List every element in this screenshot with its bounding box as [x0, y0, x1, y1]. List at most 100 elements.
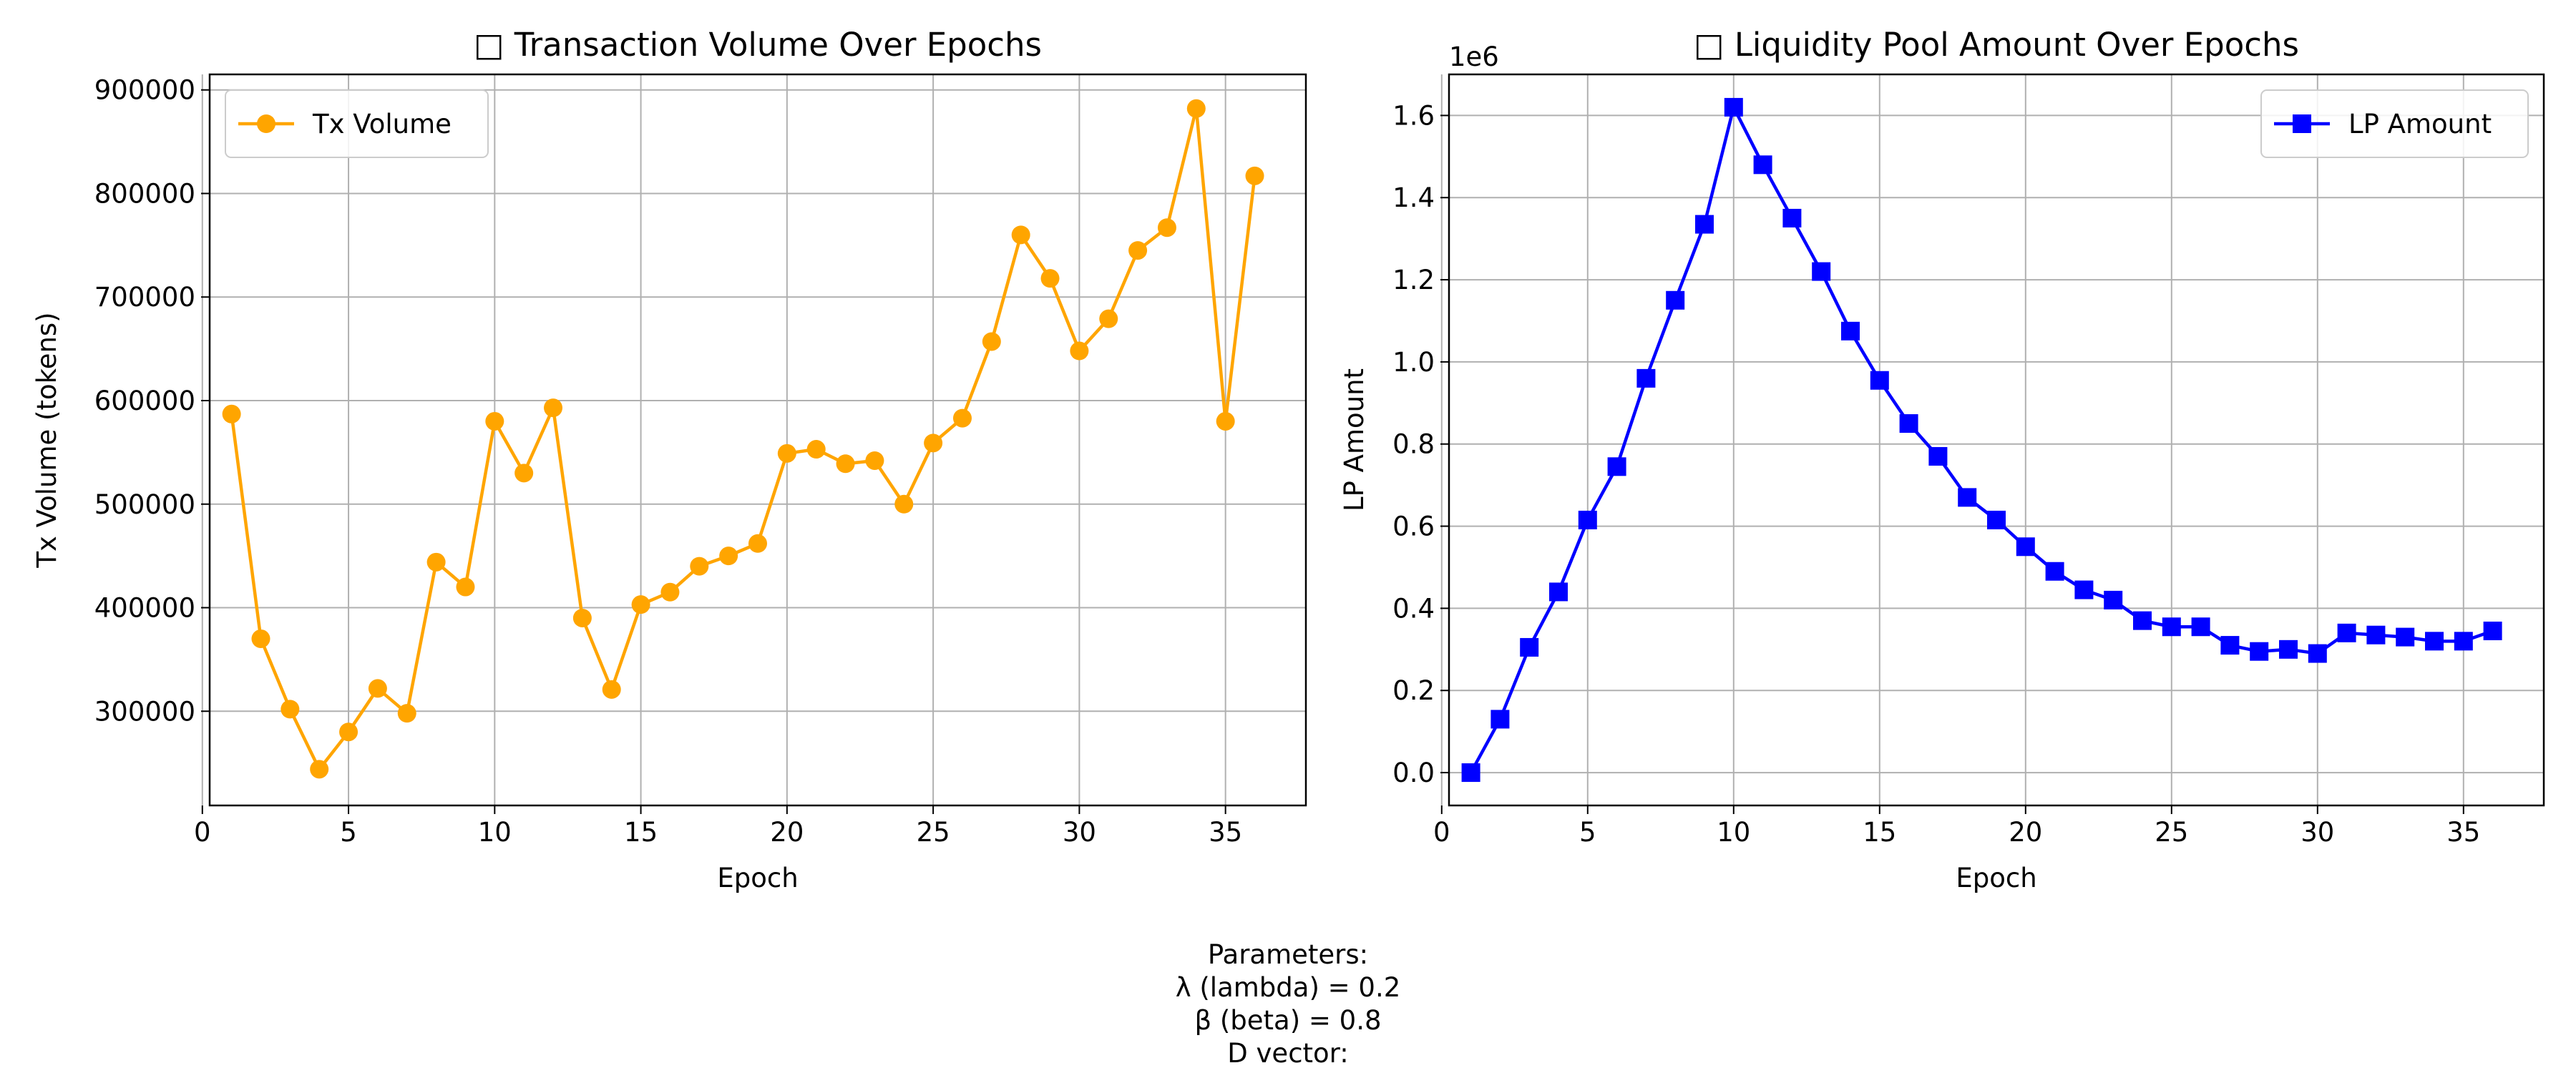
data-point — [1491, 710, 1510, 729]
data-point — [2366, 625, 2386, 645]
data-point — [748, 534, 767, 553]
data-point — [1987, 510, 2006, 529]
series-line-1 — [230, 107, 1257, 771]
data-point — [251, 629, 270, 648]
chart-title: □ Liquidity Pool Amount Over Epochs — [1694, 26, 2299, 64]
data-point — [660, 582, 680, 602]
data-point — [426, 552, 446, 572]
data-point — [1011, 225, 1030, 245]
data-point — [456, 577, 475, 597]
legend-box — [2260, 89, 2529, 158]
x-tick-label: 35 — [2446, 817, 2480, 848]
data-point — [1099, 309, 1118, 328]
x-tick-label: 30 — [2301, 817, 2334, 848]
x-axis-label: Epoch — [717, 863, 798, 893]
y-tick-label: 0.8 — [1392, 429, 1435, 460]
y-tick-label: 1.0 — [1392, 347, 1435, 378]
y-tick-label: 900000 — [94, 75, 195, 106]
data-point — [1549, 582, 1568, 602]
data-point — [1958, 488, 1977, 507]
data-point — [1157, 218, 1176, 237]
x-tick-label: 20 — [2009, 817, 2042, 848]
x-tick-label: 0 — [1433, 817, 1450, 848]
data-point — [1216, 411, 1235, 431]
data-point — [2250, 642, 2269, 661]
x-tick-label: 10 — [1717, 817, 1750, 848]
data-point — [339, 722, 358, 742]
data-point — [572, 608, 592, 627]
data-point — [2191, 617, 2210, 637]
chart-2: 0 5 10 15 20 25 30 35 0.0 0.2 0.4 0.6 0.8 1.0 1.2 1.4 1.… — [1339, 26, 2545, 893]
y-tick-label: 400000 — [94, 593, 195, 624]
data-point — [1520, 637, 1539, 657]
legend-box — [225, 89, 489, 158]
caption-line-beta: β (beta) = 0.8 — [1194, 1005, 1382, 1036]
legend: Tx Volume — [225, 89, 489, 158]
data-point — [1812, 262, 1831, 281]
data-point — [2133, 611, 2152, 630]
y-tick-label: 800000 — [94, 178, 195, 209]
y-tick-label: 1.4 — [1392, 182, 1435, 213]
data-point — [806, 440, 826, 459]
legend-marker — [2293, 114, 2311, 133]
data-point — [836, 454, 855, 474]
data-point — [2454, 632, 2473, 651]
data-point — [631, 595, 650, 614]
data-point — [2220, 636, 2240, 655]
data-point — [1040, 269, 1060, 288]
x-tick-label: 5 — [1579, 817, 1596, 848]
data-point — [1724, 97, 1743, 117]
x-axis-label: Epoch — [1956, 863, 2036, 893]
chart-1: 0 5 10 15 20 25 30 35 300000 400000 500000 600000 70… — [31, 26, 1307, 893]
data-point — [1753, 155, 1772, 175]
legend-marker — [257, 114, 275, 133]
x-tick-label: 15 — [624, 817, 658, 848]
y-axis-offset-text: 1e6 — [1449, 41, 1499, 72]
y-tick-label: 600000 — [94, 386, 195, 416]
data-point — [1899, 414, 1918, 433]
y-tick-label: 500000 — [94, 489, 195, 520]
y-tick-label: 1.2 — [1392, 265, 1435, 295]
x-tick-label: 25 — [917, 817, 950, 848]
y-axis-label: Tx Volume (tokens) — [31, 312, 62, 568]
y-axis-label: LP Amount — [1339, 368, 1370, 511]
data-point — [1841, 321, 1860, 340]
data-point — [865, 451, 884, 470]
data-point — [514, 464, 534, 483]
data-point — [2279, 640, 2298, 659]
data-point — [1461, 763, 1480, 783]
axes-frame — [1448, 73, 2545, 807]
data-point — [2396, 627, 2415, 647]
data-point — [1070, 341, 1089, 361]
data-point — [952, 408, 972, 428]
data-point — [2104, 590, 2123, 609]
data-point — [280, 700, 300, 719]
x-tick-label: 15 — [1863, 817, 1896, 848]
y-tick-label: 0.4 — [1392, 593, 1435, 624]
data-point — [719, 547, 738, 566]
x-tick-label: 10 — [478, 817, 512, 848]
x-tick-label: 35 — [1209, 817, 1242, 848]
data-point — [1782, 208, 1802, 227]
data-point — [1928, 446, 1948, 466]
data-point — [2425, 632, 2444, 651]
data-point — [222, 404, 241, 423]
data-point — [924, 433, 943, 453]
data-point — [1245, 166, 1264, 185]
y-tick-label: 1.6 — [1392, 100, 1435, 131]
data-point — [2016, 537, 2035, 557]
x-tick-label: 25 — [2155, 817, 2188, 848]
series-line-1 — [1469, 105, 2494, 774]
data-point — [777, 444, 796, 463]
data-point — [485, 411, 504, 431]
y-tick-label: 700000 — [94, 282, 195, 313]
data-point — [1636, 368, 1656, 388]
data-point — [2074, 580, 2094, 599]
data-point — [894, 494, 914, 514]
legend: LP Amount — [2260, 89, 2529, 158]
caption-line-lambda: λ (lambda) = 0.2 — [1175, 972, 1401, 1003]
x-tick-label: 20 — [770, 817, 804, 848]
data-point — [1870, 371, 1889, 390]
data-point — [397, 704, 416, 723]
legend-label: LP Amount — [2348, 109, 2492, 139]
